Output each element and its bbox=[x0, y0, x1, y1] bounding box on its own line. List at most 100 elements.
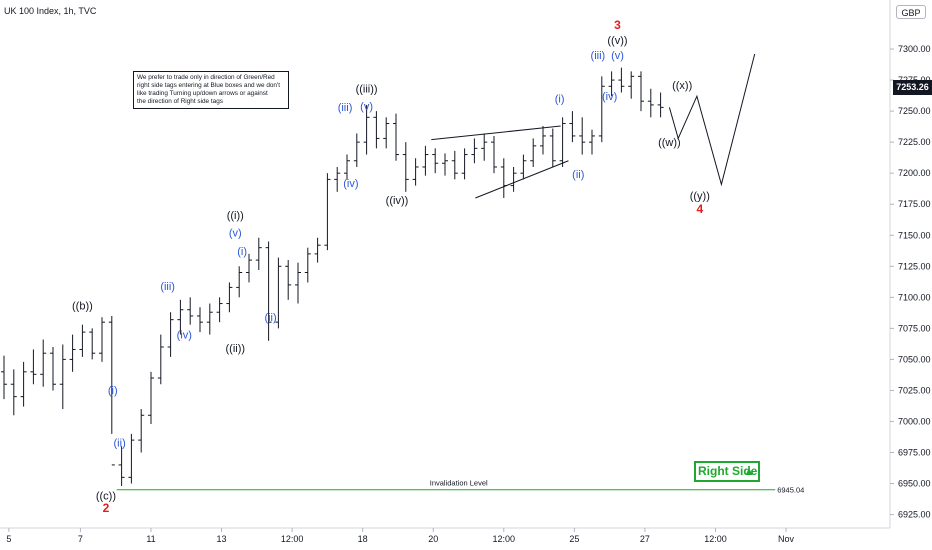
x-tick-label: 11 bbox=[146, 534, 155, 544]
ohlc-bar bbox=[295, 262, 301, 304]
wave-label: (iv) bbox=[602, 91, 617, 103]
x-tick-label: 18 bbox=[358, 534, 368, 544]
ohlc-bar bbox=[422, 145, 429, 176]
ohlc-bars bbox=[1, 67, 664, 487]
ohlc-bar bbox=[363, 104, 370, 155]
wave-label: ((ii)) bbox=[226, 343, 246, 355]
ohlc-bar bbox=[589, 129, 595, 155]
ohlc-bar bbox=[246, 253, 252, 283]
right-side-tag: Right Side ▲ bbox=[694, 461, 760, 482]
wave-label: (ii) bbox=[264, 312, 276, 324]
ohlc-bar bbox=[99, 317, 105, 362]
ohlc-bar bbox=[608, 71, 615, 97]
ohlc-bar bbox=[255, 237, 262, 271]
y-tick-label: 7300.00 bbox=[898, 44, 931, 54]
trading-note: We prefer to trade only in direction of … bbox=[133, 71, 289, 109]
y-tick-label: 7250.00 bbox=[898, 106, 931, 116]
ohlc-bar bbox=[412, 158, 419, 186]
y-tick-label: 6925.00 bbox=[898, 510, 931, 520]
ohlc-bar bbox=[324, 173, 331, 251]
ohlc-bar bbox=[40, 339, 47, 387]
y-tick-label: 6950.00 bbox=[898, 479, 931, 489]
wave-label: (iii) bbox=[160, 281, 175, 293]
ohlc-bar bbox=[69, 334, 76, 372]
wave-labels: Invalidation Level 6945.04 ((b)) ((c))2 (i) (… bbox=[72, 18, 804, 515]
ohlc-bar bbox=[549, 128, 556, 167]
projection-path bbox=[668, 53, 756, 187]
ohlc-bar bbox=[373, 111, 380, 149]
ohlc-bar bbox=[500, 158, 507, 199]
ohlc-bar bbox=[50, 346, 56, 391]
ohlc-bar bbox=[647, 88, 654, 118]
ohlc-bar bbox=[628, 71, 635, 99]
invalidation-caption: Invalidation Level bbox=[430, 479, 488, 488]
wave-label: ((i)) bbox=[227, 210, 244, 222]
ohlc-bar bbox=[226, 282, 233, 313]
x-tick-label: 12:00 bbox=[281, 534, 304, 544]
y-tick-label: 7075.00 bbox=[898, 323, 931, 333]
ohlc-bar bbox=[216, 297, 223, 323]
x-tick-label: Nov bbox=[778, 534, 795, 544]
ohlc-bar bbox=[638, 71, 644, 112]
ohlc-bar bbox=[393, 113, 399, 161]
wave-label: ((x)) bbox=[672, 80, 692, 92]
wave-label: (iv) bbox=[177, 329, 192, 341]
triangle-trendline bbox=[475, 160, 569, 199]
ohlc-bar bbox=[579, 117, 586, 155]
ohlc-bar bbox=[138, 409, 145, 453]
wave-label: (ii) bbox=[572, 169, 584, 181]
y-tick-label: 7225.00 bbox=[898, 137, 931, 147]
x-tick-label: 5 bbox=[6, 534, 11, 544]
triangle-trendline bbox=[431, 125, 561, 141]
ohlc-bar bbox=[344, 154, 350, 180]
wave-label: ((w)) bbox=[658, 137, 681, 149]
ohlc-bar bbox=[402, 142, 409, 192]
ohlc-bar bbox=[177, 299, 184, 335]
ohlc-bar bbox=[442, 153, 448, 176]
ohlc-bar bbox=[461, 148, 468, 180]
ohlc-bar bbox=[618, 67, 625, 93]
ohlc-bar bbox=[79, 324, 86, 357]
y-tick-label: 7175.00 bbox=[898, 199, 931, 209]
ohlc-bar bbox=[432, 148, 439, 174]
wave-label: 3 bbox=[614, 18, 621, 32]
ohlc-bar bbox=[598, 76, 605, 143]
ohlc-bar bbox=[108, 315, 115, 466]
y-tick-label: 7000.00 bbox=[898, 416, 931, 426]
ohlc-bar bbox=[128, 433, 135, 484]
x-tick-label: 20 bbox=[428, 534, 438, 544]
ohlc-bar bbox=[10, 369, 17, 416]
wave-label: (v) bbox=[360, 101, 373, 113]
y-tick-label: 7100.00 bbox=[898, 292, 931, 302]
right-side-label: Right Side bbox=[698, 464, 758, 478]
ohlc-bar bbox=[20, 361, 27, 407]
ohlc-bar bbox=[353, 133, 360, 167]
drawing-lines bbox=[116, 53, 776, 491]
ohlc-bar bbox=[569, 111, 576, 143]
ohlc-bar bbox=[657, 92, 664, 118]
x-tick-label: 12:00 bbox=[493, 534, 516, 544]
ohlc-bar bbox=[471, 138, 478, 164]
ohlc-bar bbox=[530, 138, 537, 167]
up-arrow-icon: ▲ bbox=[743, 464, 755, 478]
ohlc-bar bbox=[59, 344, 66, 410]
ohlc-bar bbox=[285, 260, 292, 300]
wave-label: ((b)) bbox=[72, 301, 93, 313]
y-tick-label: 7150.00 bbox=[898, 230, 931, 240]
ohlc-bar bbox=[197, 307, 203, 333]
wave-label: ((v)) bbox=[607, 35, 627, 47]
ohlc-bar bbox=[510, 166, 517, 192]
wave-label: (i) bbox=[108, 385, 118, 397]
ohlc-bar bbox=[206, 303, 213, 335]
ohlc-bar bbox=[559, 117, 566, 167]
x-tick-label: 12:00 bbox=[704, 534, 727, 544]
wave-label: 4 bbox=[696, 202, 703, 216]
currency-button[interactable]: GBP bbox=[896, 5, 926, 19]
wave-label: (i) bbox=[237, 246, 247, 258]
wave-label: (iv) bbox=[343, 178, 358, 190]
ohlc-bar bbox=[491, 135, 497, 174]
wave-label: (v) bbox=[611, 50, 624, 62]
wave-label: ((y)) bbox=[690, 190, 710, 202]
wave-label: (v) bbox=[229, 227, 242, 239]
